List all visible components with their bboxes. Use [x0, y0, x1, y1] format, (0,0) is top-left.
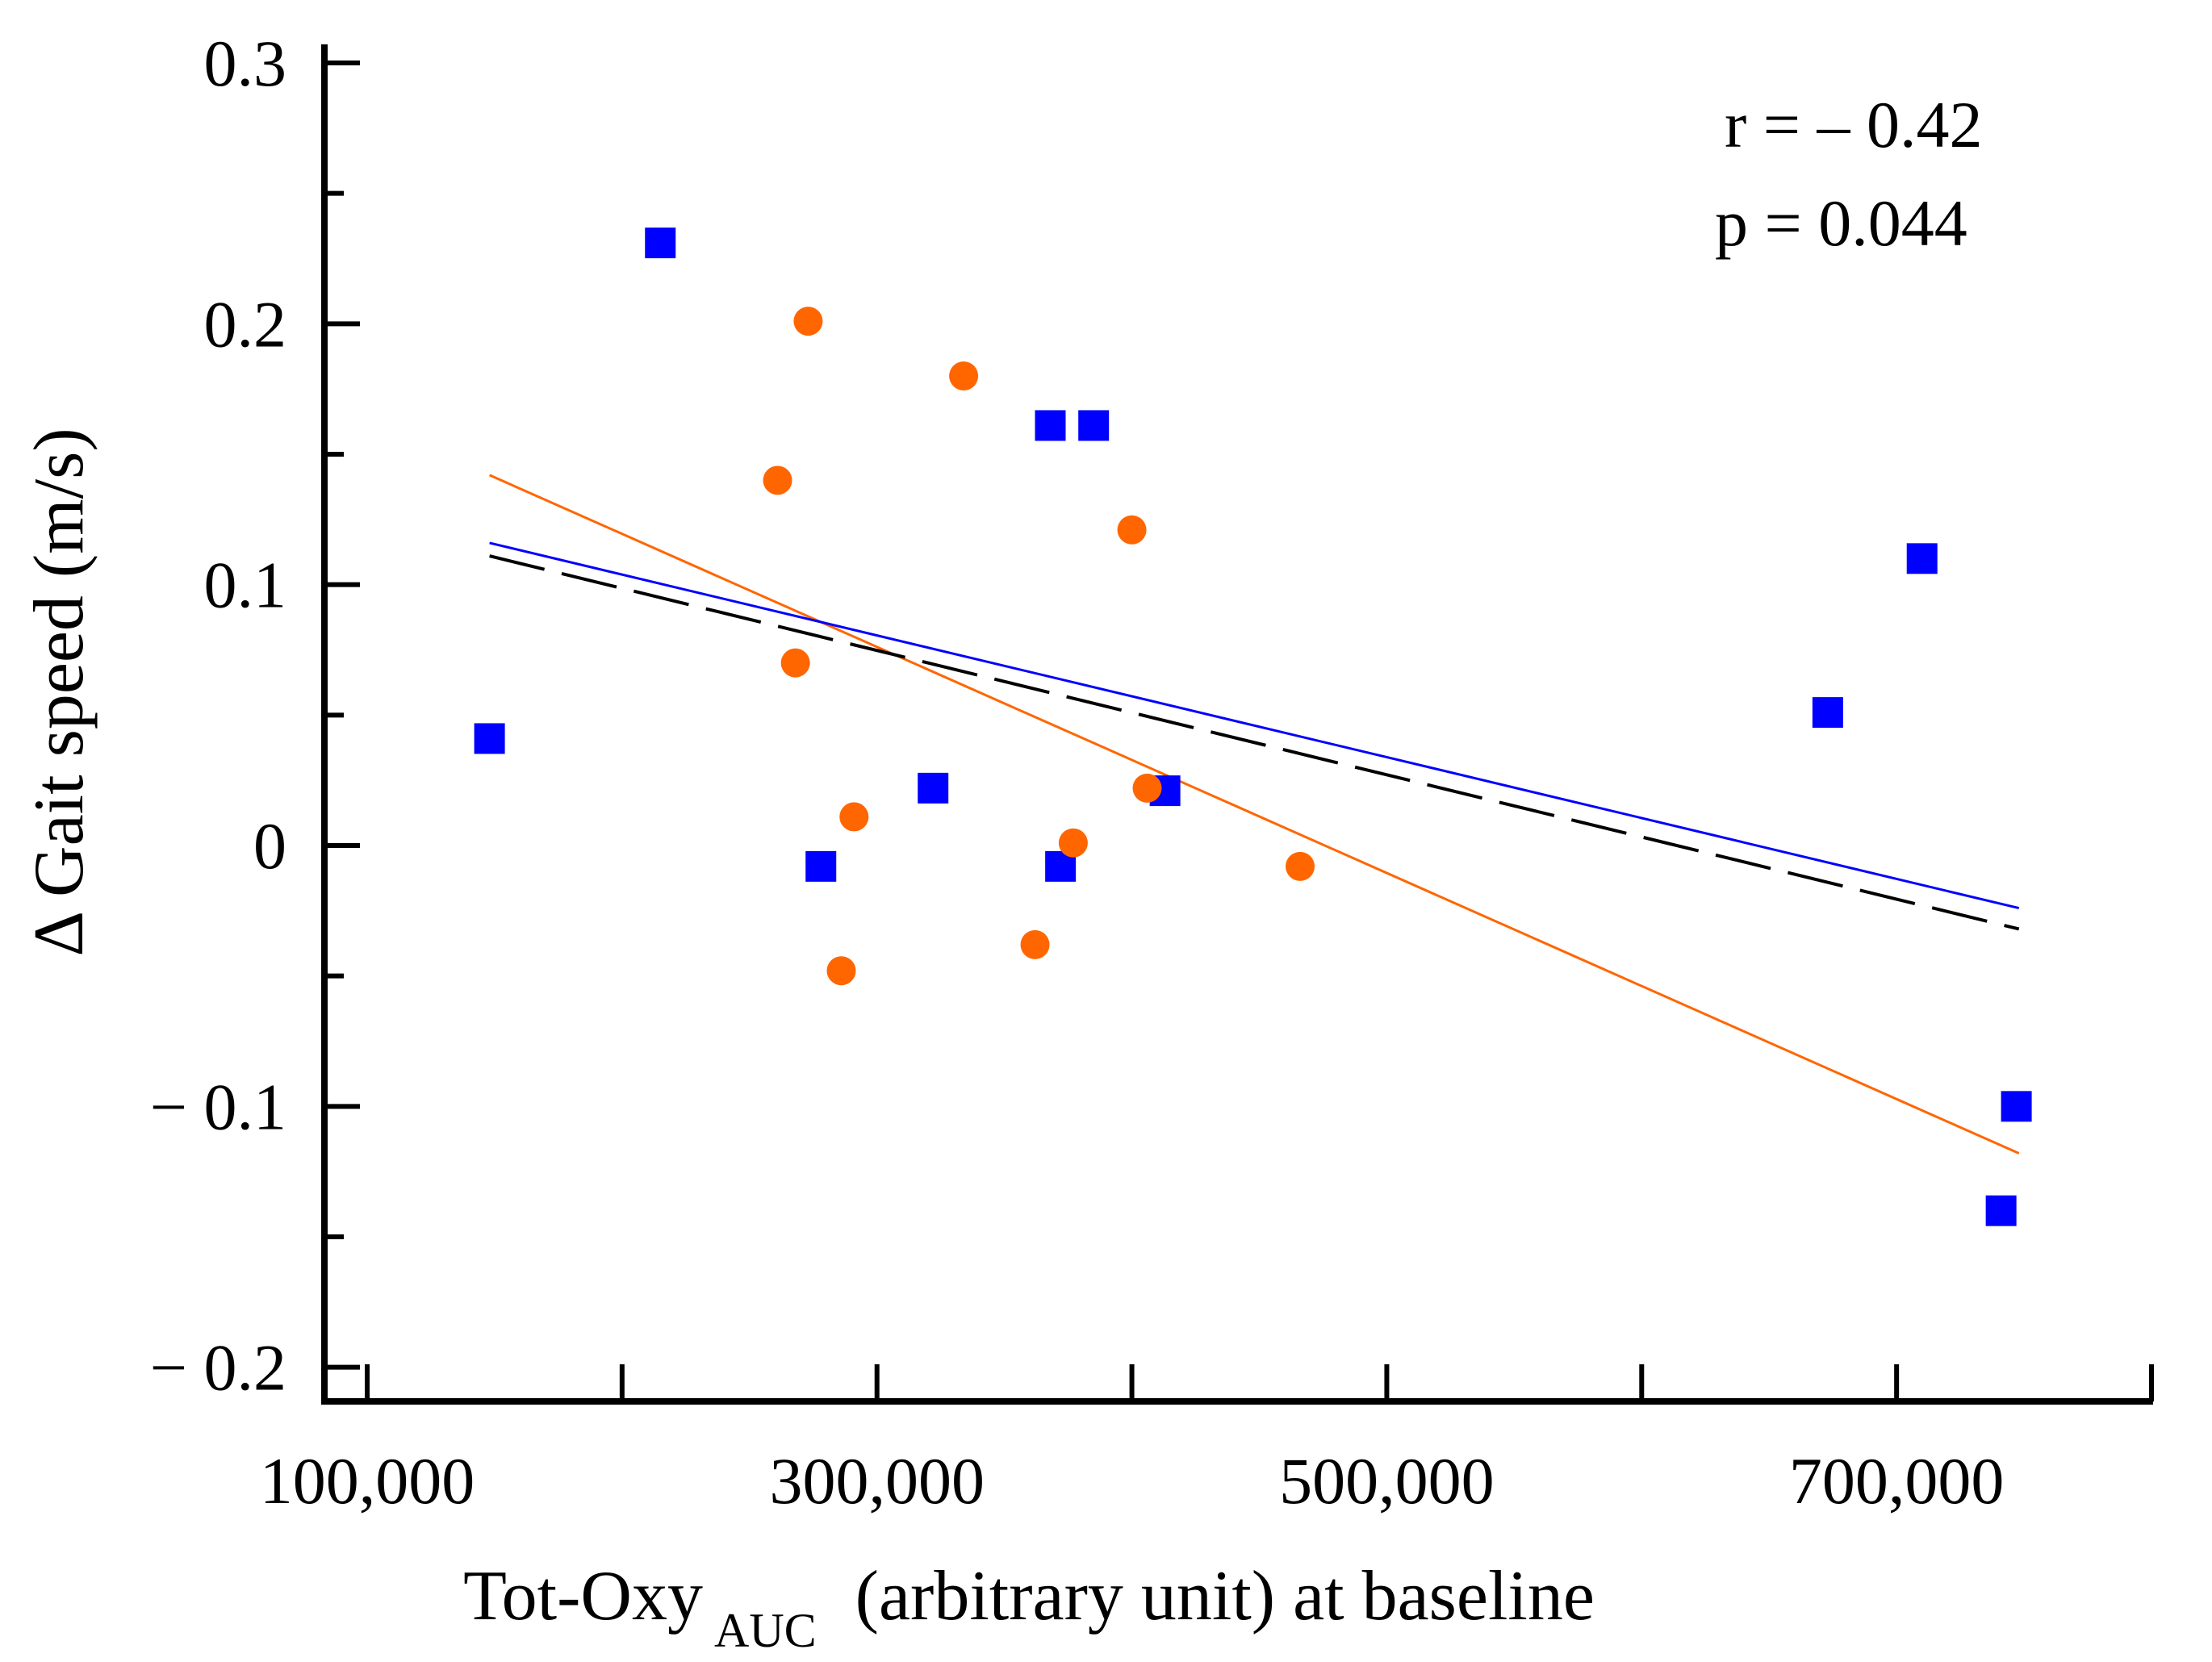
data-points [474, 228, 2032, 1226]
fit-lines [489, 474, 2020, 1155]
orange-circle-point [839, 802, 869, 832]
correlation-r-label: r = – 0.42 [1725, 88, 1983, 161]
orange-circle-point [1117, 515, 1147, 545]
x-axis-title-subscript: AUC [714, 1604, 817, 1657]
x-axis-title: Tot-Oxy AUC (arbitrary unit) at baseline [463, 1557, 1595, 1657]
orange-circle-point [1132, 773, 1162, 803]
overall-fit-line [489, 554, 2020, 931]
blue-square-point [474, 723, 505, 754]
blue-square-point [1078, 410, 1110, 441]
orange-circle-point [1286, 851, 1315, 881]
orange-circle-point [1020, 929, 1050, 959]
axis-ticks: 0.3 0.2 0.1 0 − 0.1 − 0.2 100,000 300,000 500,00… [150, 27, 2154, 1518]
blue-square-point [805, 850, 837, 882]
stats-annotation: r = – 0.42 p = 0.044 [1715, 88, 1983, 260]
x-tick-label: 300,000 [769, 1444, 985, 1518]
y-tick-label: 0 [253, 809, 286, 883]
orange-circle-point [826, 956, 856, 986]
orange-circle-point [780, 648, 810, 678]
x-axis-title-main: Tot-Oxy [463, 1557, 703, 1635]
blue-square-point [1812, 697, 1843, 729]
orange-circle-point [949, 361, 979, 390]
x-tick-label: 500,000 [1279, 1444, 1495, 1518]
orange-circle-point [763, 466, 792, 495]
orange-fit-line [489, 474, 2020, 1155]
blue-square-point [1985, 1195, 2017, 1226]
x-axis-title-rest: (arbitrary unit) at baseline [855, 1557, 1595, 1635]
blue-fit-line [489, 541, 2020, 910]
axes [321, 44, 2153, 1405]
x-tick-label: 100,000 [260, 1444, 475, 1518]
blue-square-point [1035, 410, 1066, 441]
x-tick-label: 700,000 [1789, 1444, 2005, 1518]
y-tick-label: 0.3 [204, 27, 287, 100]
blue-square-point [918, 772, 949, 804]
y-tick-label: 0.2 [204, 287, 287, 361]
y-tick-label: 0.1 [204, 549, 287, 622]
p-value-label: p = 0.044 [1715, 186, 1967, 260]
blue-square-point [645, 228, 676, 259]
orange-circle-point [1058, 828, 1088, 858]
orange-circle-point [793, 307, 823, 336]
y-axis-title: Δ Gait speed (m/s) [20, 428, 98, 956]
blue-square-point [1906, 543, 1938, 574]
y-tick-label: − 0.2 [150, 1331, 286, 1405]
blue-square-point [2001, 1091, 2032, 1122]
y-tick-label: − 0.1 [150, 1070, 286, 1143]
